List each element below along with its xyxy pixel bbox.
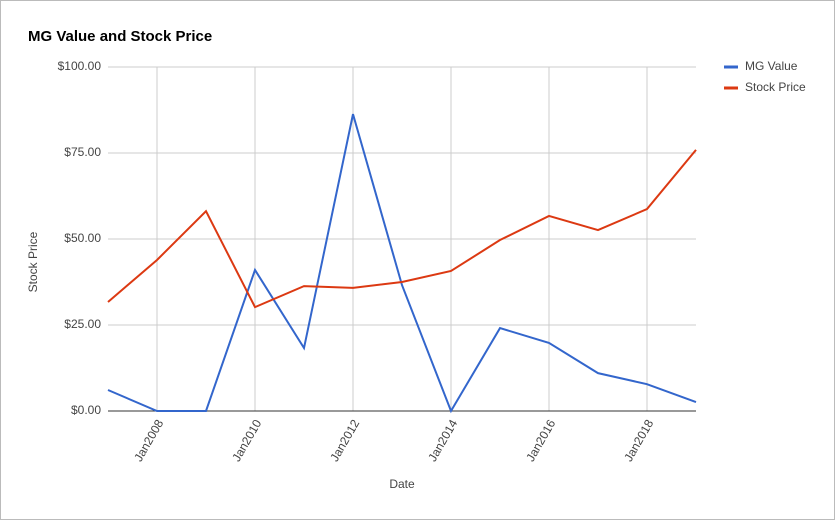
series-line	[107, 149, 697, 309]
legend-label: MG Value	[745, 59, 798, 73]
y-tick-label: $25.00	[64, 317, 101, 331]
legend-label: Stock Price	[745, 80, 806, 94]
x-axis-label: Date	[389, 477, 415, 491]
y-tick-label: $50.00	[64, 231, 101, 245]
y-axis-label: Stock Price	[26, 231, 40, 292]
y-tick-label: $0.00	[71, 403, 101, 417]
chart-title: MG Value and Stock Price	[28, 28, 212, 45]
y-tick-label: $100.00	[58, 59, 102, 73]
y-tick-label: $75.00	[64, 145, 101, 159]
series-line	[107, 113, 697, 414]
